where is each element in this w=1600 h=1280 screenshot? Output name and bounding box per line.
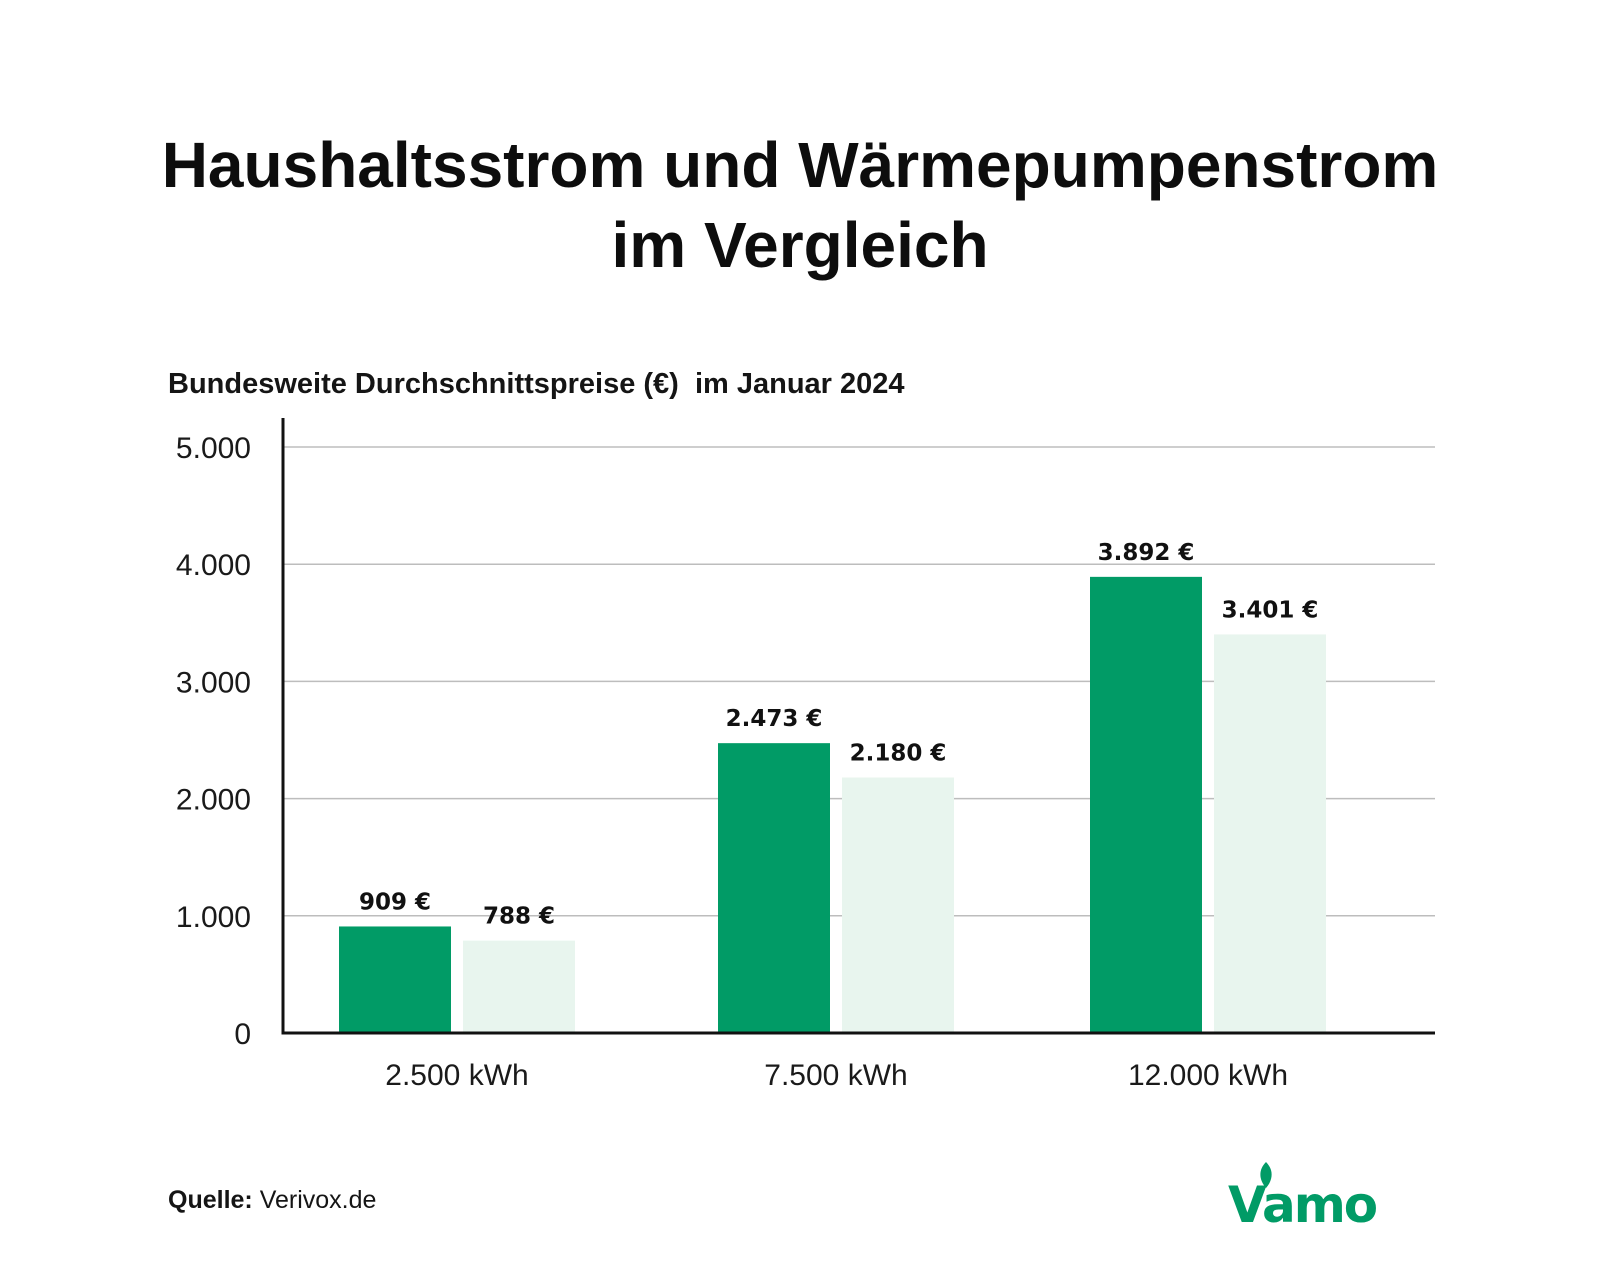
- vamo-logo-leaf-icon: [1260, 1162, 1272, 1188]
- x-tick-label: 7.500 kWh: [764, 1059, 907, 1092]
- bar: [1090, 576, 1202, 1033]
- x-tick-label: 12.000 kWh: [1128, 1059, 1288, 1092]
- bar: [842, 777, 954, 1033]
- bar: [1214, 634, 1326, 1033]
- chart-title: Haushaltsstrom und Wärmepumpenstrom im V…: [0, 125, 1600, 285]
- bars: [339, 576, 1326, 1033]
- y-tick-label: 1.000: [176, 901, 251, 934]
- vamo-logo: Vamo: [1228, 1162, 1379, 1230]
- bar: [718, 743, 830, 1033]
- chart-title-line-1: Haushaltsstrom und Wärmepumpenstrom: [161, 129, 1439, 201]
- y-tick-label: 3.000: [176, 666, 251, 699]
- source-value: Verivox.de: [259, 1186, 377, 1214]
- chart-title-line-2: im Vergleich: [611, 209, 989, 281]
- data-label: 3.401 €: [1222, 597, 1319, 623]
- vamo-logo-text: Vamo: [1228, 1176, 1377, 1230]
- y-tick-label: 2.000: [176, 784, 251, 817]
- x-tick-label: 2.500 kWh: [385, 1059, 528, 1092]
- data-label: 788 €: [483, 904, 555, 930]
- source-label: Quelle:: [168, 1186, 253, 1214]
- y-tick-labels: 0 1.000 2.000 3.000 4.000 5.000: [176, 432, 251, 1051]
- x-tick-labels: 2.500 kWh 7.500 kWh 12.000 kWh: [385, 1059, 1288, 1092]
- data-label: 2.473 €: [726, 706, 823, 732]
- source-note: Quelle: Verivox.de: [168, 1186, 376, 1215]
- y-tick-label: 5.000: [176, 432, 251, 465]
- chart-subtitle: Bundesweite Durchschnittspreise (€) im J…: [168, 368, 905, 400]
- axes: [281, 418, 1435, 1035]
- data-label: 909 €: [359, 889, 431, 915]
- bar-chart: 0 1.000 2.000 3.000 4.000 5.000 2.500 kWh 7.50…: [176, 418, 1435, 1092]
- data-label: 2.180 €: [850, 741, 947, 767]
- y-tick-label: 0: [234, 1018, 251, 1051]
- y-tick-label: 4.000: [176, 549, 251, 582]
- data-label: 3.892 €: [1098, 540, 1195, 566]
- value-labels: 909 € 788 € 2.473 € 2.180 € 3.892 € 3.401 €: [359, 540, 1318, 930]
- bar: [463, 940, 575, 1033]
- bar: [339, 926, 451, 1033]
